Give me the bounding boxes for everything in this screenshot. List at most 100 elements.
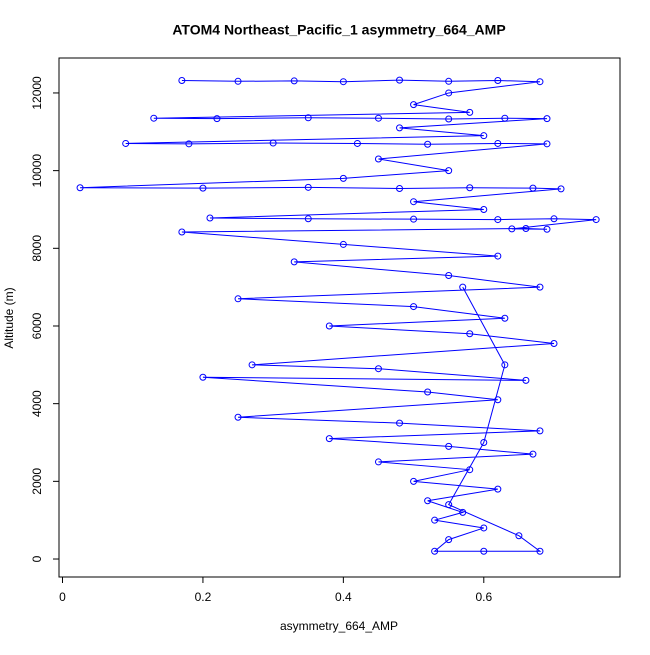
data-point — [459, 508, 467, 516]
data-point — [339, 240, 347, 248]
data-point — [494, 396, 502, 404]
data-point — [466, 466, 474, 474]
data-point — [325, 322, 333, 330]
plot-frame — [58, 57, 621, 578]
data-point — [206, 214, 214, 222]
data-point — [480, 524, 488, 532]
data-point — [501, 361, 509, 369]
data-point — [353, 139, 361, 147]
data-point — [269, 139, 277, 147]
data-point — [529, 184, 537, 192]
data-point — [501, 314, 509, 322]
data-point — [374, 155, 382, 163]
data-point — [480, 205, 488, 213]
x-tick-label: 0.4 — [335, 590, 352, 604]
data-point — [445, 89, 453, 97]
data-point — [536, 427, 544, 435]
data-line — [80, 79, 597, 552]
data-point — [325, 435, 333, 443]
data-point — [501, 114, 509, 122]
y-tick-label: 10000 — [30, 154, 44, 188]
data-point — [445, 536, 453, 544]
data-point — [466, 184, 474, 192]
data-point — [550, 215, 558, 223]
data-point — [459, 283, 467, 291]
y-tick-label: 2000 — [30, 468, 44, 495]
data-point — [550, 339, 558, 347]
data-point — [339, 174, 347, 182]
data-point — [150, 114, 158, 122]
y-tick-label: 6000 — [30, 312, 44, 339]
y-tick-label: 12000 — [30, 76, 44, 110]
data-point — [508, 225, 516, 233]
data-point — [396, 124, 404, 132]
data-point — [445, 271, 453, 279]
data-point — [424, 388, 432, 396]
y-tick-label: 8000 — [30, 235, 44, 262]
data-point — [445, 501, 453, 509]
data-point — [494, 77, 502, 85]
data-point — [122, 139, 130, 147]
data-point — [178, 228, 186, 236]
data-point — [374, 458, 382, 466]
data-point — [410, 101, 418, 109]
data-point — [592, 216, 600, 224]
data-point — [213, 115, 221, 123]
data-point — [304, 114, 312, 122]
data-point — [185, 140, 193, 148]
data-point — [248, 361, 256, 369]
y-axis-label: Altitude (m) — [2, 287, 16, 348]
data-point — [410, 215, 418, 223]
x-tick-label: 0.2 — [195, 590, 212, 604]
data-point — [396, 419, 404, 427]
data-point — [543, 115, 551, 123]
data-point — [445, 442, 453, 450]
data-point — [536, 78, 544, 86]
data-point — [339, 78, 347, 86]
data-point — [480, 547, 488, 555]
data-point — [494, 216, 502, 224]
data-point — [494, 485, 502, 493]
data-point — [374, 114, 382, 122]
chart-title: ATOM4 Northeast_Pacific_1 asymmetry_664_… — [172, 22, 505, 38]
data-point — [522, 376, 530, 384]
data-point — [536, 283, 544, 291]
data-point — [522, 225, 530, 233]
data-point — [480, 439, 488, 447]
data-point — [557, 185, 565, 193]
y-tick-label: 0 — [30, 555, 44, 562]
data-point — [178, 77, 186, 85]
data-point — [304, 215, 312, 223]
data-point — [445, 167, 453, 175]
data-point — [76, 184, 84, 192]
data-point — [466, 108, 474, 116]
data-point — [480, 132, 488, 140]
data-point — [494, 139, 502, 147]
data-point — [304, 183, 312, 191]
data-point — [424, 497, 432, 505]
data-point — [374, 365, 382, 373]
data-point — [445, 77, 453, 85]
data-point — [515, 532, 523, 540]
data-point — [543, 140, 551, 148]
data-point — [543, 225, 551, 233]
y-tick-label: 4000 — [30, 390, 44, 417]
x-tick-label: 0 — [59, 590, 66, 604]
data-point — [290, 258, 298, 266]
data-point — [410, 477, 418, 485]
data-point — [494, 252, 502, 260]
data-point — [529, 450, 537, 458]
data-point — [199, 184, 207, 192]
x-axis-label: asymmetry_664_AMP — [280, 619, 398, 633]
data-point — [424, 140, 432, 148]
data-point — [431, 547, 439, 555]
data-point — [234, 295, 242, 303]
data-point — [234, 77, 242, 85]
data-point — [199, 373, 207, 381]
data-point — [396, 76, 404, 84]
data-point — [290, 77, 298, 85]
data-point — [410, 198, 418, 206]
data-point — [410, 303, 418, 311]
data-point — [536, 547, 544, 555]
